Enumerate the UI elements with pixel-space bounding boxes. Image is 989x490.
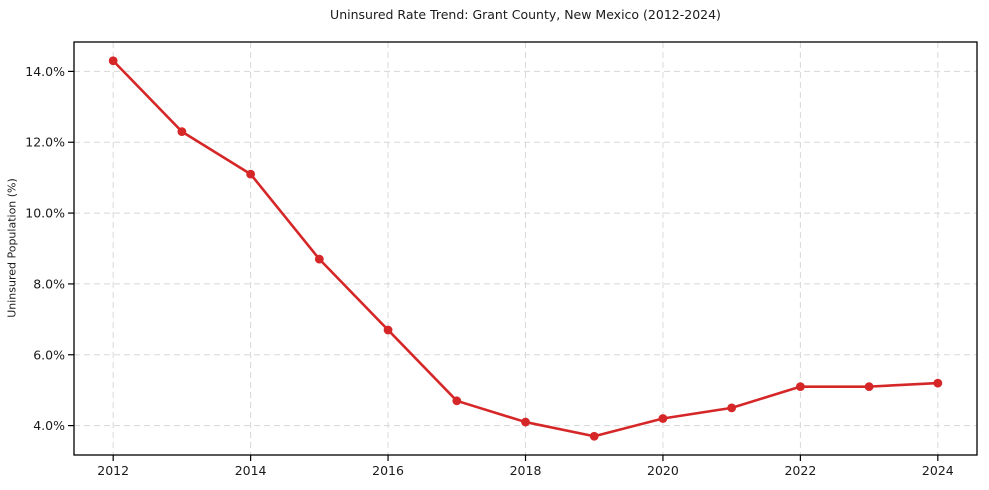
y-tick-label: 8.0% <box>33 276 65 291</box>
y-tick-label: 4.0% <box>33 418 65 433</box>
y-tick-label: 14.0% <box>25 64 65 79</box>
data-point-marker <box>933 378 943 388</box>
data-point-marker <box>246 169 256 179</box>
data-point-marker <box>658 414 668 423</box>
data-point-marker <box>864 382 874 392</box>
chart-title: Uninsured Rate Trend: Grant County, New … <box>330 7 721 22</box>
data-point-marker <box>727 403 737 413</box>
x-tick-label: 2014 <box>235 463 267 478</box>
data-point-marker <box>589 431 599 441</box>
x-tick-label: 2020 <box>647 463 679 478</box>
y-tick-label: 6.0% <box>33 347 65 362</box>
x-tick-label: 2016 <box>372 463 404 478</box>
x-tick-label: 2022 <box>784 463 816 478</box>
x-tick-label: 2018 <box>510 463 542 478</box>
data-point-marker <box>795 382 805 392</box>
y-tick-label: 10.0% <box>25 206 65 221</box>
data-point-marker <box>383 325 393 335</box>
data-point-marker <box>314 254 324 264</box>
x-tick-label: 2012 <box>97 463 129 478</box>
plot-border <box>73 41 978 456</box>
y-tick-label: 12.0% <box>25 135 65 150</box>
x-tick-label: 2024 <box>922 463 954 478</box>
data-point-marker <box>177 127 187 137</box>
data-point-marker <box>521 417 530 427</box>
data-point-marker <box>108 56 118 66</box>
data-point-marker <box>452 396 462 406</box>
